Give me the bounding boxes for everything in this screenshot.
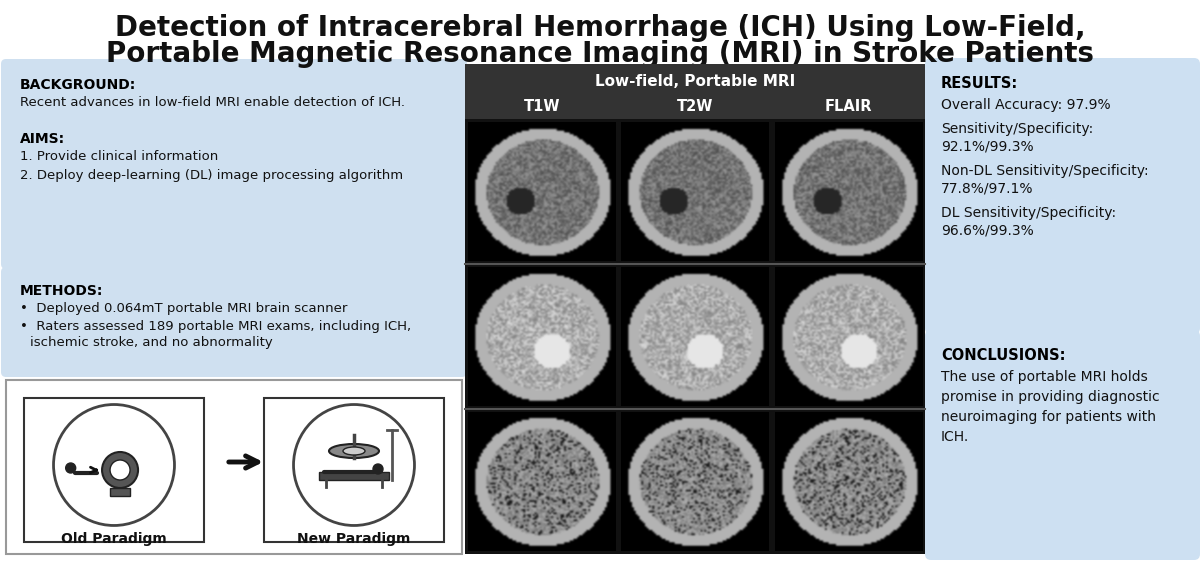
Text: B: B	[475, 271, 488, 289]
Circle shape	[373, 464, 383, 474]
Text: Detection of Intracerebral Hemorrhage (ICH) Using Low-Field,: Detection of Intracerebral Hemorrhage (I…	[115, 14, 1085, 42]
Text: 1. Provide clinical information
2. Deploy deep-learning (DL) image processing al: 1. Provide clinical information 2. Deplo…	[20, 150, 403, 182]
Text: BACKGROUND:: BACKGROUND:	[20, 78, 137, 92]
Text: A: A	[475, 126, 488, 144]
Text: Overall Accuracy: 97.9%: Overall Accuracy: 97.9%	[941, 98, 1111, 112]
Text: T1W: T1W	[523, 99, 560, 114]
Ellipse shape	[329, 444, 379, 458]
Text: ischemic stroke, and no abnormality: ischemic stroke, and no abnormality	[30, 336, 272, 349]
Circle shape	[110, 460, 130, 480]
Text: T2W: T2W	[677, 99, 713, 114]
Text: RESULTS:: RESULTS:	[941, 76, 1019, 91]
Text: Old Paradigm: Old Paradigm	[61, 532, 167, 546]
Text: Non-DL Sensitivity/Specificity:
77.8%/97.1%: Non-DL Sensitivity/Specificity: 77.8%/97…	[941, 164, 1148, 196]
Bar	[466, 64, 925, 554]
Text: Sensitivity/Specificity:
92.1%/99.3%: Sensitivity/Specificity: 92.1%/99.3%	[941, 122, 1093, 154]
Text: Low-field, Portable MRI: Low-field, Portable MRI	[595, 74, 796, 89]
Text: Portable Magnetic Resonance Imaging (MRI) in Stroke Patients: Portable Magnetic Resonance Imaging (MRI…	[106, 40, 1094, 68]
Text: •  Raters assessed 189 portable MRI exams, including ICH,: • Raters assessed 189 portable MRI exams…	[20, 320, 412, 333]
Bar	[264, 398, 444, 542]
Text: AIMS:: AIMS:	[20, 132, 65, 146]
Text: Recent advances in low-field MRI enable detection of ICH.: Recent advances in low-field MRI enable …	[20, 96, 406, 109]
Circle shape	[102, 452, 138, 488]
Bar	[466, 64, 925, 119]
FancyBboxPatch shape	[1, 267, 467, 377]
Text: CONCLUSIONS:: CONCLUSIONS:	[941, 348, 1066, 363]
Text: DL Sensitivity/Specificity:
96.6%/99.3%: DL Sensitivity/Specificity: 96.6%/99.3%	[941, 206, 1116, 238]
Ellipse shape	[343, 447, 365, 455]
Text: The use of portable MRI holds
promise in providing diagnostic
neuroimaging for p: The use of portable MRI holds promise in…	[941, 370, 1159, 444]
FancyBboxPatch shape	[6, 380, 462, 554]
FancyBboxPatch shape	[1, 59, 467, 269]
Bar	[110, 488, 130, 496]
Bar	[24, 398, 204, 542]
Bar	[319, 472, 389, 480]
Text: New Paradigm: New Paradigm	[298, 532, 410, 546]
Text: •  Deployed 0.064mT portable MRI brain scanner: • Deployed 0.064mT portable MRI brain sc…	[20, 302, 347, 315]
Circle shape	[66, 463, 76, 473]
Text: C: C	[475, 416, 488, 434]
FancyBboxPatch shape	[925, 330, 1200, 560]
Text: FLAIR: FLAIR	[824, 99, 872, 114]
Text: METHODS:: METHODS:	[20, 284, 103, 298]
FancyBboxPatch shape	[925, 58, 1200, 334]
